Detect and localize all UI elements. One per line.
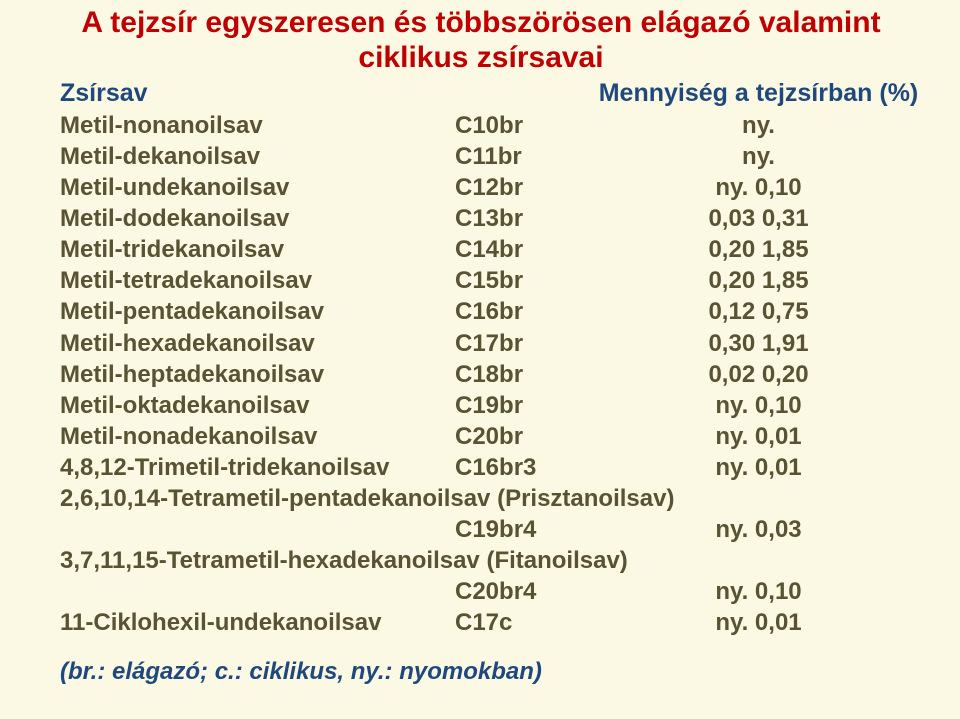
wide-row-1-sub: C19br4 ny. 0,03 [60, 514, 932, 545]
row-name: Metil-nonanoilsav [60, 110, 455, 141]
row-code: C14br [455, 234, 585, 265]
wide1-amount: ny. 0,03 [585, 514, 932, 545]
row-code: C16br [455, 296, 585, 327]
last-amount: ny. 0,01 [585, 607, 932, 638]
title-line-2: ciklikus zsírsavai [358, 41, 603, 74]
row-name: Metil-dodekanoilsav [60, 203, 455, 234]
row-name: 4,8,12-Trimetil-tridekanoilsav [60, 452, 455, 483]
row-amount: ny. 0,10 [585, 172, 932, 203]
row-amount: 0,30 1,91 [585, 328, 932, 359]
row-name: Metil-pentadekanoilsav [60, 296, 455, 327]
row-code: C17br [455, 328, 585, 359]
wide2-spacer [60, 576, 455, 607]
row-name: Metil-heptadekanoilsav [60, 359, 455, 390]
table-row: Metil-pentadekanoilsavC16br0,12 0,75 [60, 296, 932, 327]
row-code: C12br [455, 172, 585, 203]
row-code: C11br [455, 141, 585, 172]
table-header: Zsírsav Mennyiség a tejzsírban (%) [60, 79, 932, 108]
wide2-amount: ny. 0,10 [585, 576, 932, 607]
last-name: 11-Ciklohexil-undekanoilsav [60, 607, 455, 638]
table-row: Metil-tetradekanoilsavC15br0,20 1,85 [60, 265, 932, 296]
row-amount: ny. 0,01 [585, 452, 932, 483]
table-row: Metil-oktadekanoilsavC19brny. 0,10 [60, 390, 932, 421]
table-row: Metil-nonadekanoilsavC20brny. 0,01 [60, 421, 932, 452]
row-code: C19br [455, 390, 585, 421]
slide-title: A tejzsír egyszeresen és többszörösen el… [60, 6, 932, 75]
row-name: Metil-dekanoilsav [60, 141, 455, 172]
row-code: C20br [455, 421, 585, 452]
table-row: Metil-undekanoilsavC12brny. 0,10 [60, 172, 932, 203]
row-amount: 0,02 0,20 [585, 359, 932, 390]
title-line-1: A tejzsír egyszeresen és többszörösen el… [81, 6, 880, 39]
row-amount: 0,20 1,85 [585, 234, 932, 265]
row-amount: 0,20 1,85 [585, 265, 932, 296]
table-rows: Metil-nonanoilsavC10brny.Metil-dekanoils… [60, 110, 932, 483]
legend: (br.: elágazó; c.: ciklikus, ny.: nyomok… [60, 658, 932, 686]
row-name: Metil-nonadekanoilsav [60, 421, 455, 452]
last-row: 11-Ciklohexil-undekanoilsav C17c ny. 0,0… [60, 607, 932, 638]
row-amount: ny. 0,01 [585, 421, 932, 452]
row-amount: ny. [585, 141, 932, 172]
table-row: Metil-heptadekanoilsavC18br0,02 0,20 [60, 359, 932, 390]
table-row: Metil-dekanoilsavC11brny. [60, 141, 932, 172]
row-code: C18br [455, 359, 585, 390]
row-code: C10br [455, 110, 585, 141]
wide1-spacer [60, 514, 455, 545]
row-code: C13br [455, 203, 585, 234]
row-name: Metil-oktadekanoilsav [60, 390, 455, 421]
wide-row-2-sub: C20br4 ny. 0,10 [60, 576, 932, 607]
wide-row-2: 3,7,11,15-Tetrametil-hexadekanoilsav (Fi… [60, 545, 932, 576]
table-row: Metil-tridekanoilsavC14br0,20 1,85 [60, 234, 932, 265]
row-name: Metil-hexadekanoilsav [60, 328, 455, 359]
row-name: Metil-undekanoilsav [60, 172, 455, 203]
table-row: Metil-dodekanoilsavC13br0,03 0,31 [60, 203, 932, 234]
last-code: C17c [455, 607, 585, 638]
row-amount: 0,12 0,75 [585, 296, 932, 327]
header-name: Zsírsav [60, 79, 455, 108]
table-row: 4,8,12-Trimetil-tridekanoilsavC16br3ny. … [60, 452, 932, 483]
header-code-spacer [455, 79, 585, 108]
wide2-code: C20br4 [455, 576, 585, 607]
wide-row-1: 2,6,10,14-Tetrametil-pentadekanoilsav (P… [60, 483, 932, 514]
header-amount: Mennyiség a tejzsírban (%) [585, 79, 932, 108]
row-amount: 0,03 0,31 [585, 203, 932, 234]
slide: A tejzsír egyszeresen és többszörösen el… [0, 0, 960, 719]
table-row: Metil-nonanoilsavC10brny. [60, 110, 932, 141]
row-name: Metil-tridekanoilsav [60, 234, 455, 265]
row-name: Metil-tetradekanoilsav [60, 265, 455, 296]
row-code: C15br [455, 265, 585, 296]
row-amount: ny. 0,10 [585, 390, 932, 421]
row-code: C16br3 [455, 452, 585, 483]
row-amount: ny. [585, 110, 932, 141]
wide1-code: C19br4 [455, 514, 585, 545]
table-row: Metil-hexadekanoilsavC17br0,30 1,91 [60, 328, 932, 359]
